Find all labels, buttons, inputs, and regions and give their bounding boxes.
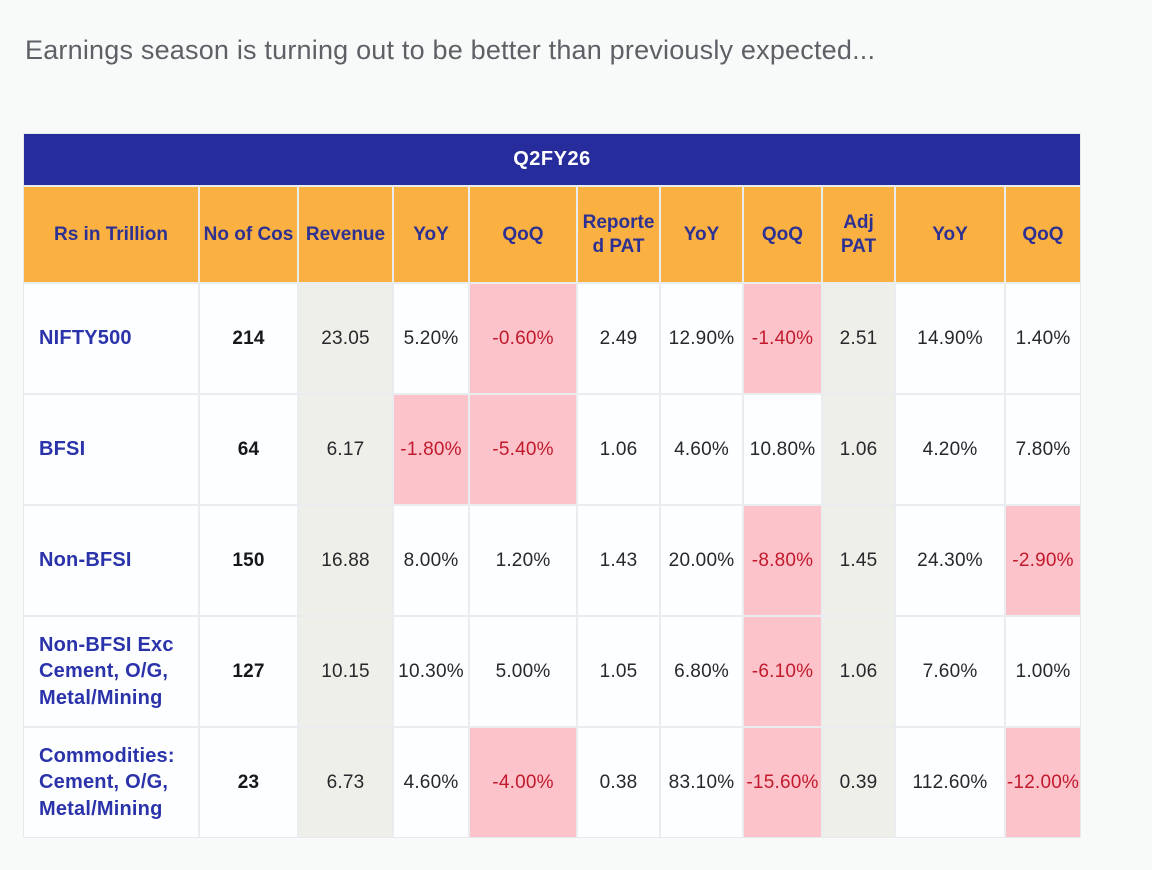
table-cell: 23.05 [299,284,392,393]
table-cell: 1.06 [823,395,894,504]
table-cell: 6.17 [299,395,392,504]
table-cell: -1.80% [394,395,468,504]
table-cell: -0.60% [470,284,576,393]
column-header-rs-in-trillion: Rs in Trillion [24,187,198,282]
table-cell: 83.10% [661,728,742,837]
table-cell: 6.73 [299,728,392,837]
row-label: Non-BFSI [24,506,198,615]
table-cell: 5.20% [394,284,468,393]
table-cell: 1.40% [1006,284,1080,393]
table-cell: 127 [200,617,297,726]
table-cell: -15.60% [744,728,821,837]
table-cell: 4.60% [661,395,742,504]
table-cell: 16.88 [299,506,392,615]
table-cell: 1.06 [823,617,894,726]
table-cell: 1.00% [1006,617,1080,726]
table-cell: 10.30% [394,617,468,726]
row-label: Commodities: Cement, O/G, Metal/Mining [24,728,198,837]
column-header-reported-pat-yoy: YoY [661,187,742,282]
table-cell: 2.51 [823,284,894,393]
table-grid: Q2FY26 Rs in Trillion No of Cos Revenue … [24,134,1080,837]
row-label: Non-BFSI Exc Cement, O/G, Metal/Mining [24,617,198,726]
table-cell: 5.00% [470,617,576,726]
column-header-no-of-cos: No of Cos [200,187,297,282]
table-cell: 1.43 [578,506,659,615]
table-cell: -4.00% [470,728,576,837]
column-header-adj-pat-yoy: YoY [896,187,1004,282]
table-cell: 8.00% [394,506,468,615]
table-cell: 24.30% [896,506,1004,615]
column-header-revenue-yoy: YoY [394,187,468,282]
page: Earnings season is turning out to be bet… [23,35,1081,838]
table-cell: 1.06 [578,395,659,504]
row-label: BFSI [24,395,198,504]
column-header-adj-pat: Adj PAT [823,187,894,282]
table-cell: 14.90% [896,284,1004,393]
table-cell: 7.60% [896,617,1004,726]
table-cell: 10.15 [299,617,392,726]
table-cell: -8.80% [744,506,821,615]
column-header-adj-pat-qoq: QoQ [1006,187,1080,282]
column-header-reported-pat-qoq: QoQ [744,187,821,282]
table-cell: 214 [200,284,297,393]
table-cell: 6.80% [661,617,742,726]
earnings-table: Q2FY26 Rs in Trillion No of Cos Revenue … [23,133,1081,838]
page-title: Earnings season is turning out to be bet… [25,35,876,65]
table-cell: -2.90% [1006,506,1080,615]
table-cell: 10.80% [744,395,821,504]
table-cell: 0.39 [823,728,894,837]
table-cell: -12.00% [1006,728,1080,837]
column-header-reported-pat: Reported PAT [578,187,659,282]
table-title-bar: Q2FY26 [24,134,1080,185]
table-cell: -5.40% [470,395,576,504]
column-header-revenue-qoq: QoQ [470,187,576,282]
row-label: NIFTY500 [24,284,198,393]
table-cell: 4.60% [394,728,468,837]
table-cell: 1.20% [470,506,576,615]
table-cell: 7.80% [1006,395,1080,504]
table-cell: 112.60% [896,728,1004,837]
column-header-revenue: Revenue [299,187,392,282]
table-cell: 23 [200,728,297,837]
table-cell: 64 [200,395,297,504]
table-cell: 0.38 [578,728,659,837]
table-cell: 12.90% [661,284,742,393]
table-cell: 2.49 [578,284,659,393]
table-cell: 20.00% [661,506,742,615]
table-cell: -1.40% [744,284,821,393]
table-cell: -6.10% [744,617,821,726]
table-cell: 4.20% [896,395,1004,504]
table-cell: 150 [200,506,297,615]
table-cell: 1.45 [823,506,894,615]
table-cell: 1.05 [578,617,659,726]
